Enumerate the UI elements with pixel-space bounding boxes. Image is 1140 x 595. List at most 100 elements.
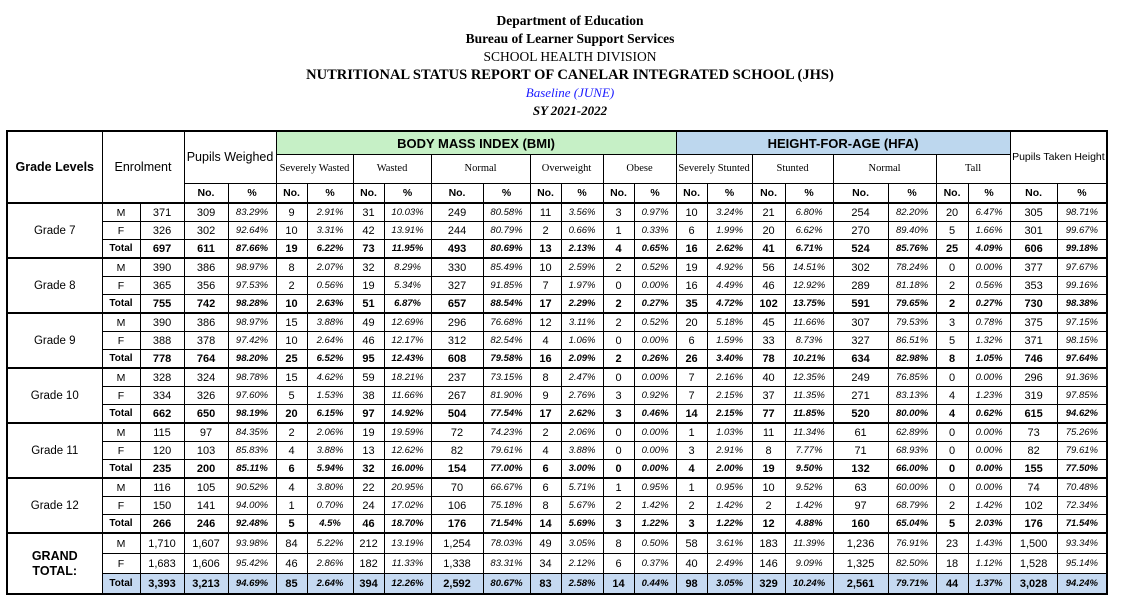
count-cell: 72 bbox=[430, 422, 484, 442]
count-cell: 19 bbox=[352, 422, 385, 442]
percent-cell: 94.62% bbox=[1056, 404, 1108, 424]
header-bmi-wasted: Wasted bbox=[352, 154, 432, 184]
percent-cell: 3.40% bbox=[706, 349, 753, 369]
table-row: Grade 8 M 390 386 98.97% 8 2.07% 32 8.29% 330 85.4… bbox=[6, 257, 1108, 314]
pct-header: % bbox=[560, 183, 604, 204]
percent-cell: 79.71% bbox=[887, 573, 937, 595]
count-cell: 49 bbox=[529, 532, 562, 554]
count-cell: 16 bbox=[675, 239, 708, 259]
percent-cell: 10.03% bbox=[383, 202, 432, 222]
count-cell: 326 bbox=[139, 221, 185, 240]
percent-cell: 73.15% bbox=[482, 367, 531, 387]
percent-cell: 98.20% bbox=[227, 349, 277, 369]
count-cell: 4 bbox=[275, 477, 308, 497]
percent-cell: 2.12% bbox=[560, 553, 604, 574]
percent-cell: 97.53% bbox=[227, 276, 277, 295]
report-title-block: Department of Education Bureau of Learne… bbox=[0, 0, 1140, 120]
percent-cell: 2.91% bbox=[706, 441, 753, 460]
table-row: F 150 141 94.00% 1 0.70% 24 17.02% 106 75.18% 8 5.6… bbox=[7, 496, 1108, 515]
count-cell: 141 bbox=[183, 496, 229, 515]
percent-cell: 12.69% bbox=[383, 312, 432, 332]
percent-cell: 0.00% bbox=[967, 441, 1011, 460]
percent-cell: 87.66% bbox=[227, 239, 277, 259]
no-header: No. bbox=[935, 183, 969, 204]
count-cell: 10 bbox=[675, 202, 708, 222]
percent-cell: 75.18% bbox=[482, 496, 531, 515]
table-row: Total 778 764 98.20% 25 6.52% 95 12.43% 608 79.58… bbox=[7, 349, 1108, 369]
percent-cell: 92.48% bbox=[227, 514, 277, 534]
title-school-year: SY 2021-2022 bbox=[532, 103, 608, 118]
count-cell: 7 bbox=[529, 276, 562, 295]
percent-cell: 76.91% bbox=[887, 532, 937, 554]
count-cell: 1,606 bbox=[183, 553, 229, 574]
count-cell: 5 bbox=[275, 386, 308, 405]
count-cell: 155 bbox=[1009, 459, 1058, 479]
count-cell: 73 bbox=[352, 239, 385, 259]
count-cell: 20 bbox=[935, 202, 969, 222]
percent-cell: 0.00% bbox=[633, 276, 677, 295]
count-cell: 10 bbox=[275, 331, 308, 350]
percent-cell: 99.67% bbox=[1056, 221, 1108, 240]
percent-cell: 1.03% bbox=[706, 422, 753, 442]
count-cell: 37 bbox=[751, 386, 786, 405]
count-cell: 6 bbox=[602, 553, 635, 574]
count-cell: 3 bbox=[602, 514, 635, 534]
count-cell: 3 bbox=[675, 441, 708, 460]
percent-cell: 3.00% bbox=[560, 459, 604, 479]
percent-cell: 70.48% bbox=[1056, 477, 1108, 497]
count-cell: 0 bbox=[935, 459, 969, 479]
percent-cell: 98.19% bbox=[227, 404, 277, 424]
no-header: No. bbox=[183, 183, 229, 204]
percent-cell: 0.97% bbox=[633, 202, 677, 222]
count-cell: 2 bbox=[529, 422, 562, 442]
count-cell: 328 bbox=[139, 367, 185, 387]
percent-cell: 76.68% bbox=[482, 312, 531, 332]
count-cell: 25 bbox=[275, 349, 308, 369]
percent-cell: 2.62% bbox=[560, 404, 604, 424]
percent-cell: 3.88% bbox=[306, 312, 354, 332]
percent-cell: 0.33% bbox=[633, 221, 677, 240]
percent-cell: 88.54% bbox=[482, 294, 531, 314]
count-cell: 14 bbox=[529, 514, 562, 534]
header-bmi-obese: Obese bbox=[602, 154, 677, 184]
count-cell: 182 bbox=[352, 553, 385, 574]
count-cell: 662 bbox=[139, 404, 185, 424]
percent-cell: 11.95% bbox=[383, 239, 432, 259]
percent-cell: 11.35% bbox=[784, 386, 834, 405]
percent-cell: 2.09% bbox=[560, 349, 604, 369]
percent-cell: 89.40% bbox=[887, 221, 937, 240]
sex-cell: M bbox=[101, 532, 141, 554]
count-cell: 0 bbox=[602, 276, 635, 295]
count-cell: 85 bbox=[275, 573, 308, 595]
table-row: Grade 10 M 328 324 98.78% 15 4.62% 59 18.21% 237 7… bbox=[6, 367, 1108, 424]
percent-cell: 2.76% bbox=[560, 386, 604, 405]
percent-cell: 1.97% bbox=[560, 276, 604, 295]
count-cell: 15 bbox=[275, 367, 308, 387]
percent-cell: 11.34% bbox=[784, 422, 834, 442]
no-header: No. bbox=[275, 183, 308, 204]
title-bureau: Bureau of Learner Support Services bbox=[465, 31, 675, 46]
percent-cell: 0.70% bbox=[306, 496, 354, 515]
percent-cell: 19.59% bbox=[383, 422, 432, 442]
count-cell: 19 bbox=[675, 257, 708, 277]
count-cell: 82 bbox=[1009, 441, 1058, 460]
count-cell: 235 bbox=[139, 459, 185, 479]
grade-level-cell: Grade 10 bbox=[6, 367, 103, 424]
percent-cell: 2.64% bbox=[306, 573, 354, 595]
percent-cell: 0.95% bbox=[633, 477, 677, 497]
count-cell: 524 bbox=[832, 239, 889, 259]
percent-cell: 95.14% bbox=[1056, 553, 1108, 574]
percent-cell: 5.22% bbox=[306, 532, 354, 554]
count-cell: 32 bbox=[352, 257, 385, 277]
count-cell: 8 bbox=[751, 441, 786, 460]
count-cell: 1,710 bbox=[139, 532, 185, 554]
sex-cell: M bbox=[101, 367, 141, 387]
count-cell: 160 bbox=[832, 514, 889, 534]
title-report-name: NUTRITIONAL STATUS REPORT OF CANELAR INT… bbox=[306, 67, 834, 83]
count-cell: 97 bbox=[183, 422, 229, 442]
percent-cell: 98.28% bbox=[227, 294, 277, 314]
count-cell: 611 bbox=[183, 239, 229, 259]
count-cell: 8 bbox=[935, 349, 969, 369]
table-row: Total 697 611 87.66% 19 6.22% 73 11.95% 493 80.69… bbox=[7, 239, 1108, 259]
percent-cell: 10.21% bbox=[784, 349, 834, 369]
